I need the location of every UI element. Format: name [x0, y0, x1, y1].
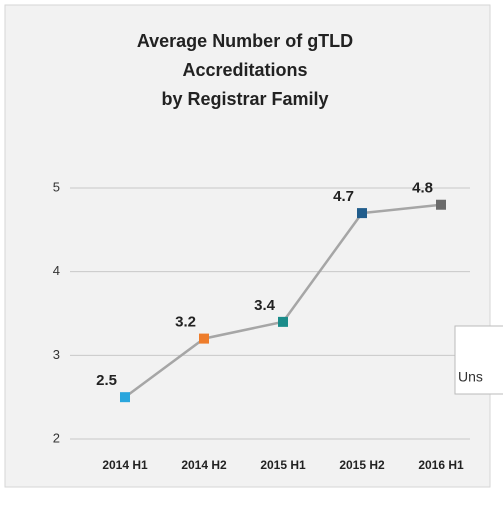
y-tick-label: 5	[53, 179, 60, 194]
data-label: 4.7	[333, 188, 354, 205]
y-tick-label: 2	[53, 430, 60, 445]
point	[199, 333, 209, 344]
y-tick-label: 4	[53, 263, 60, 278]
x-tick-label: 2014 H1	[102, 458, 148, 472]
point	[278, 316, 288, 327]
chart-title: by Registrar Family	[161, 89, 328, 109]
point	[357, 208, 367, 219]
point	[120, 392, 130, 403]
y-tick-label: 3	[53, 347, 60, 362]
x-tick-label: 2015 H2	[339, 458, 385, 472]
panel	[4, 4, 491, 488]
x-tick-label: 2014 H2	[181, 458, 227, 472]
x-tick-label: 2016 H1	[418, 458, 464, 472]
data-label: 3.4	[254, 297, 276, 314]
overlay-box	[454, 325, 503, 395]
chart-title: Average Number of gTLD	[137, 31, 353, 51]
x-tick-label: 2015 H1	[260, 458, 306, 472]
data-label: 2.5	[96, 372, 117, 389]
data-label: 4.8	[412, 180, 433, 197]
point	[436, 199, 446, 210]
overlay-text: Uns	[458, 369, 483, 385]
data-label: 3.2	[175, 314, 196, 331]
chart-title: Accreditations	[182, 60, 307, 80]
